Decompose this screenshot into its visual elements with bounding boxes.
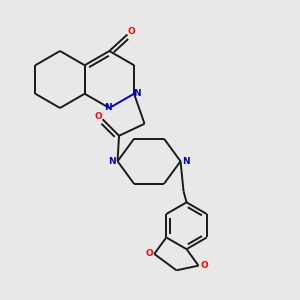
Text: N: N bbox=[182, 157, 190, 166]
Text: O: O bbox=[145, 250, 153, 259]
Text: O: O bbox=[200, 261, 208, 270]
Text: N: N bbox=[104, 103, 112, 112]
Text: O: O bbox=[128, 27, 135, 36]
Text: O: O bbox=[94, 112, 102, 121]
Text: N: N bbox=[133, 89, 141, 98]
Text: N: N bbox=[108, 157, 116, 166]
